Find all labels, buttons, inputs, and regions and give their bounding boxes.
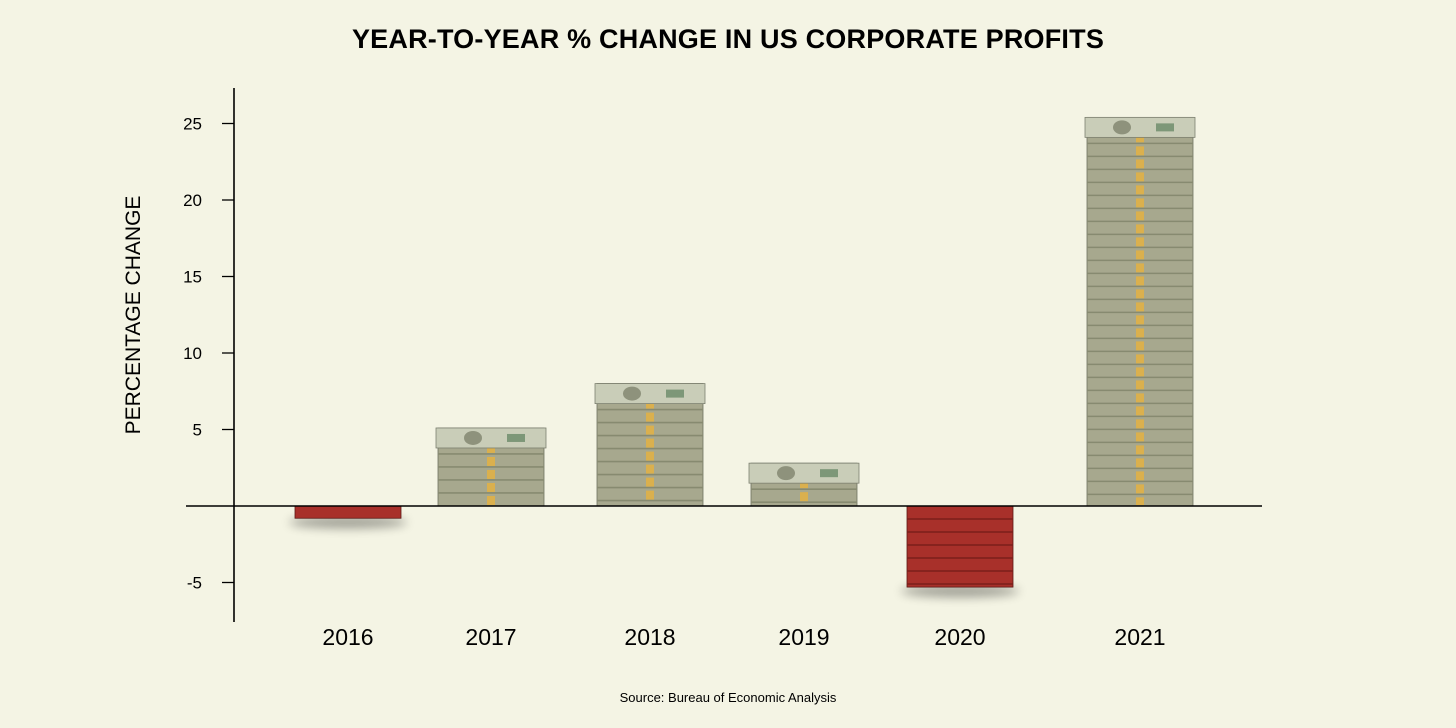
y-tick-label: 10 bbox=[183, 344, 202, 363]
x-tick-label: 2018 bbox=[624, 624, 675, 650]
bar-2018 bbox=[594, 383, 706, 507]
bar-2020 bbox=[901, 505, 1019, 598]
labels-layer: -5 5 10 15 20 25 2016 2017 2018 2019 2020 2021 PERCE… bbox=[122, 115, 1166, 651]
chart-title: YEAR-TO-YEAR % CHANGE IN US CORPORATE PR… bbox=[351, 24, 1105, 54]
bar-2017 bbox=[435, 427, 547, 507]
x-tick-label: 2020 bbox=[934, 624, 985, 650]
y-tick-label: 20 bbox=[183, 191, 202, 210]
y-tick-label: 5 bbox=[193, 421, 202, 440]
bars-layer bbox=[289, 116, 1196, 598]
bar-2019 bbox=[748, 462, 860, 507]
y-axis-label: PERCENTAGE CHANGE bbox=[122, 196, 145, 435]
bar-2016 bbox=[289, 505, 407, 529]
x-tick-label: 2021 bbox=[1114, 624, 1165, 650]
bar-2021 bbox=[1084, 116, 1196, 507]
x-tick-label: 2017 bbox=[465, 624, 516, 650]
y-tick-label: 25 bbox=[183, 115, 202, 134]
x-tick-label: 2016 bbox=[322, 624, 373, 650]
source-note: Source: Bureau of Economic Analysis bbox=[619, 690, 837, 705]
axes-layer bbox=[186, 88, 1262, 622]
y-tick-label: 15 bbox=[183, 268, 202, 287]
x-tick-label: 2019 bbox=[778, 624, 829, 650]
y-tick-label: -5 bbox=[187, 574, 202, 593]
